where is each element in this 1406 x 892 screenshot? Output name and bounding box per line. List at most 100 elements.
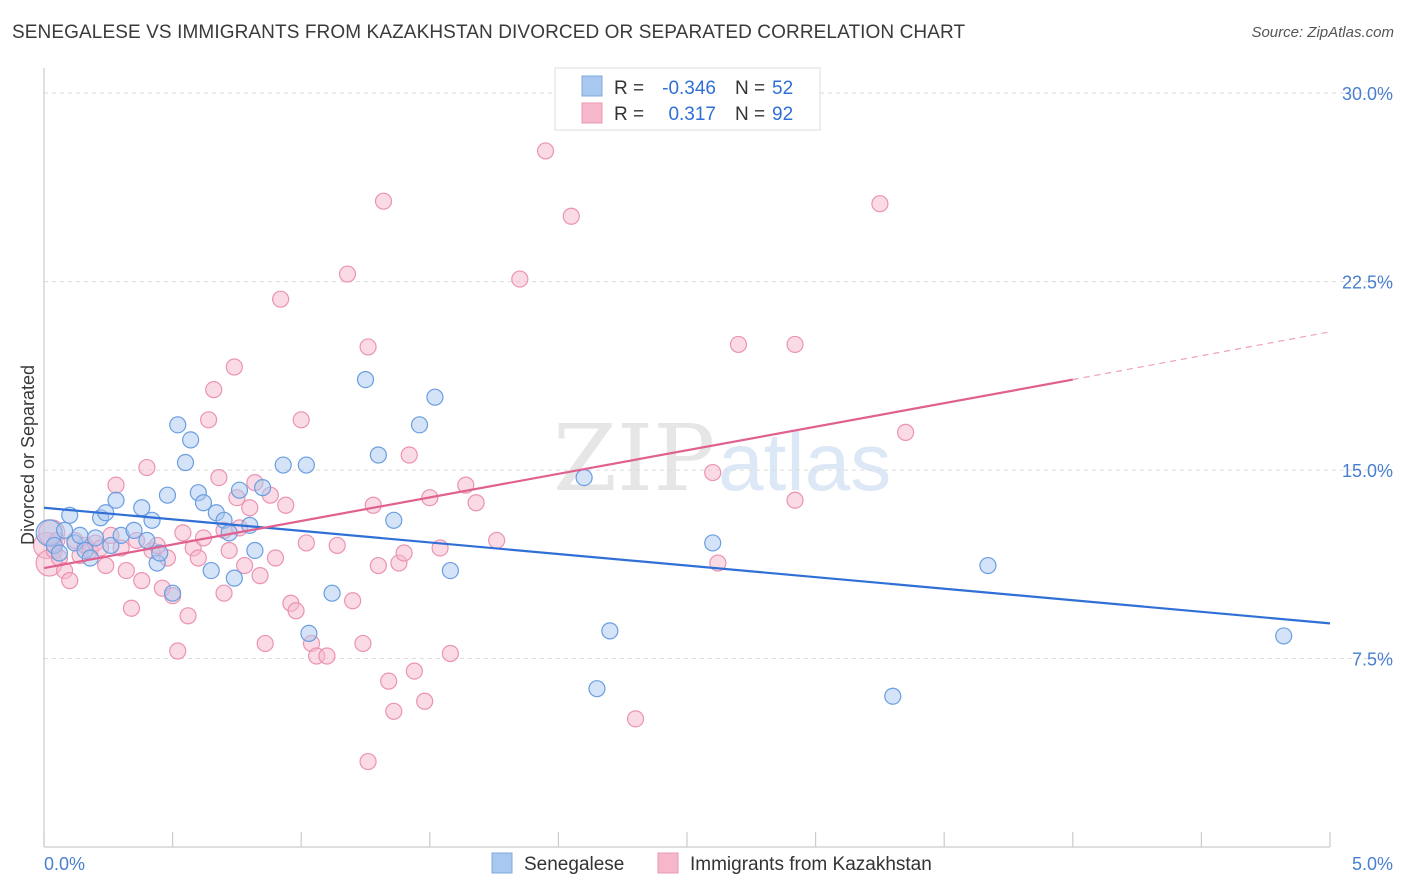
point-senegalese [588,680,606,698]
trendline-kazakhstan-extension [1072,331,1331,381]
y-axis-label: Divorced or Separated [18,365,38,545]
point-senegalese [71,526,89,545]
point-kazakhstan [272,290,290,308]
point-senegalese [194,494,213,512]
legend-r-value-1: -0.346 [662,78,716,99]
point-kazakhstan [215,584,233,602]
point-kazakhstan [344,592,362,610]
y-tick-label: 30.0% [1342,84,1393,104]
point-kazakhstan [536,142,555,160]
point-senegalese [369,446,387,464]
point-kazakhstan [871,195,889,213]
point-senegalese [176,453,195,472]
point-kazakhstan [562,207,580,225]
point-senegalese [297,456,315,474]
chart-title: SENEGALESE VS IMMIGRANTS FROM KAZAKHSTAN… [12,22,966,43]
point-kazakhstan [189,549,207,567]
point-kazakhstan [251,567,269,585]
point-kazakhstan [205,381,223,399]
point-kazakhstan [210,469,228,487]
legend-r-label-2: R = [614,104,644,125]
x-tick-label-min: 0.0% [44,854,85,874]
point-kazakhstan [405,662,423,680]
point-kazakhstan [359,752,377,771]
bottom-legend-swatch-senegalese [491,852,513,874]
point-senegalese [86,529,105,547]
point-senegalese [202,561,220,580]
trend-lines [43,331,1331,625]
point-kazakhstan [107,476,125,494]
point-kazakhstan [338,265,357,283]
x-ticks [43,832,1331,847]
point-senegalese [254,479,272,497]
point-senegalese [151,544,169,562]
trendline-kazakhstan [43,378,1073,570]
bottom-legend-kazakhstan: Immigrants from Kazakhstan [690,854,932,875]
point-kazakhstan [467,494,485,512]
y-tick-label: 22.5% [1342,273,1393,293]
legend-n-value-2: 92 [772,104,793,125]
point-kazakhstan [179,607,197,625]
correlation-legend: R = -0.346 N = 52 R = 0.317 N = 92 [554,67,821,131]
trendline-senegalese [43,506,1331,625]
point-kazakhstan [511,270,529,288]
legend-n-value-1: 52 [772,78,793,99]
point-kazakhstan [97,556,115,575]
point-senegalese [356,371,375,389]
point-senegalese [50,544,69,562]
point-kazakhstan [292,411,310,429]
legend-swatch-senegalese [581,75,603,97]
point-kazakhstan [256,634,274,653]
point-kazakhstan [200,411,218,429]
point-kazakhstan [174,524,192,542]
point-senegalese [138,531,156,550]
y-tick-labels: 7.5% 15.0% 22.5% 30.0% [1342,84,1393,669]
point-kazakhstan [277,496,295,514]
point-senegalese [182,431,200,449]
point-kazakhstan [61,572,79,590]
point-kazakhstan [354,634,372,653]
point-senegalese [884,687,902,705]
point-kazakhstan [364,496,382,514]
source-credit: Source: ZipAtlas.com [1251,24,1394,41]
point-kazakhstan [138,458,156,477]
point-kazakhstan [786,335,804,354]
point-kazakhstan [318,647,336,665]
point-senegalese [143,511,161,529]
point-kazakhstan [416,692,434,710]
legend-n-label-1: N = [735,78,765,99]
point-kazakhstan [266,549,285,567]
point-senegalese [323,584,341,602]
point-senegalese [164,584,182,602]
point-senegalese [107,491,125,509]
point-kazakhstan [488,531,506,550]
bottom-legend-senegalese: Senegalese [524,854,624,875]
point-kazakhstan [241,499,259,517]
point-senegalese [575,469,593,487]
point-kazakhstan [380,672,398,690]
watermark-atlas: atlas [718,417,891,508]
y-tick-label: 7.5% [1352,650,1393,670]
point-senegalese [979,556,997,575]
point-kazakhstan [117,561,135,580]
legend-n-label-2: N = [735,104,765,125]
point-senegalese [55,521,74,539]
point-kazakhstan [374,192,393,210]
point-senegalese [704,534,722,552]
legend-r-label-1: R = [614,78,644,99]
point-kazakhstan [400,446,418,464]
point-kazakhstan [236,556,254,575]
point-kazakhstan [897,423,915,441]
point-senegalese [426,388,444,406]
watermark-zip: ZIP [553,405,715,512]
point-kazakhstan [395,544,413,562]
point-kazakhstan [626,710,645,728]
point-kazakhstan [441,644,459,663]
point-senegalese [441,561,459,580]
point-kazakhstan [786,491,804,509]
point-kazakhstan [729,335,748,354]
point-kazakhstan [704,463,722,482]
point-senegalese [158,486,177,504]
legend-swatch-kazakhstan [581,102,603,124]
